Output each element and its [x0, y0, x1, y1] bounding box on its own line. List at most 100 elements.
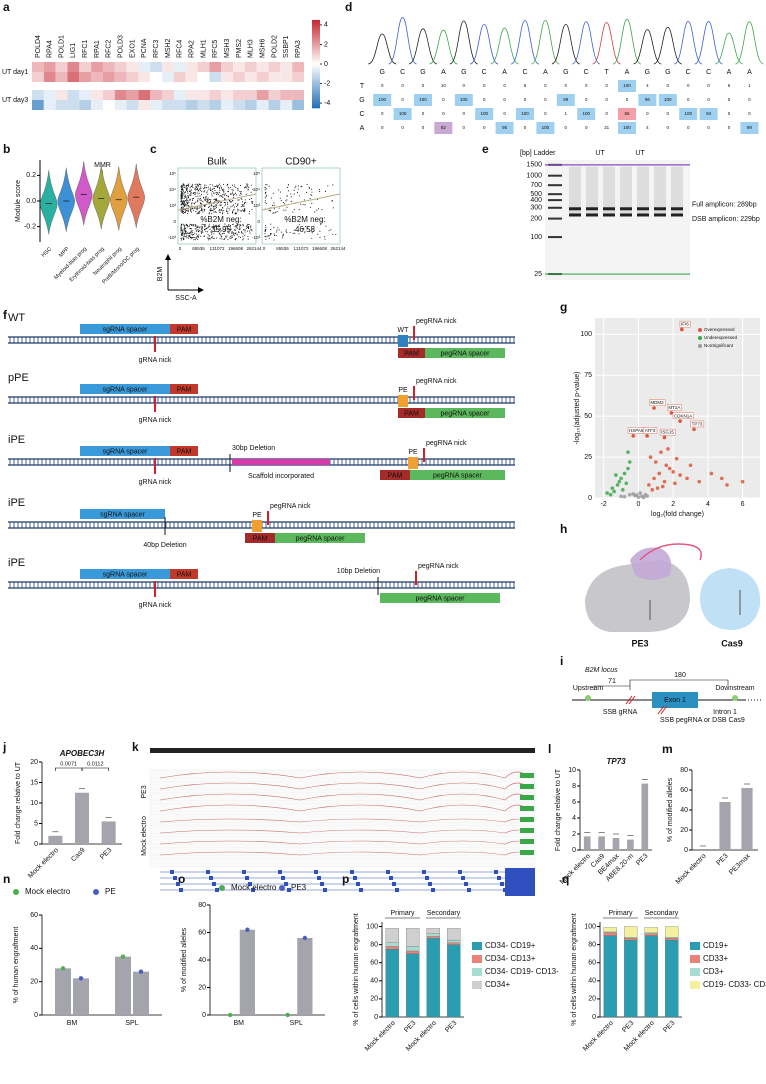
legend-marker [690, 955, 700, 963]
event-dot [181, 206, 183, 208]
event-dot [185, 223, 187, 225]
event-dot [199, 206, 201, 208]
event-dot [186, 237, 188, 239]
event-dot [198, 192, 200, 194]
y-tick-label: 0 [257, 219, 260, 224]
trace-peak [388, 17, 417, 65]
event-dot [265, 183, 267, 186]
event-dot [199, 198, 201, 200]
event-dot [182, 183, 184, 185]
peg-pam [380, 470, 410, 480]
gene-label: RFC4 [177, 40, 184, 58]
event-dot [237, 231, 240, 233]
colorbar-step [312, 50, 320, 54]
legend-label: PE3 [291, 883, 307, 892]
heat-cell [162, 90, 174, 100]
y-tick-label: 0 [592, 1014, 596, 1021]
event-dot [228, 188, 230, 190]
event-dot [295, 185, 297, 187]
event-dot [286, 199, 288, 201]
event-dot [314, 211, 316, 213]
event-dot [238, 236, 240, 238]
event-dot [268, 237, 270, 239]
bar-segment [406, 953, 420, 1018]
event-dot [248, 213, 250, 215]
bar-segment [406, 950, 420, 954]
point [673, 481, 677, 486]
event-dot [244, 235, 246, 237]
event-dot [293, 229, 295, 231]
gate-value: 46.58 [295, 225, 316, 234]
event-dot [187, 209, 189, 211]
event-dot [188, 235, 190, 237]
event-dot [311, 232, 313, 234]
event-dot [197, 195, 199, 197]
y-tick-label: 15 [30, 779, 38, 786]
event-dot [227, 203, 229, 205]
exon-block [395, 888, 399, 892]
point [612, 489, 616, 494]
point [631, 434, 636, 438]
event-dot [181, 185, 183, 187]
protein-label: Cas9 [721, 638, 743, 648]
event-dot [219, 190, 221, 192]
heat-cell [185, 72, 198, 82]
event-dot [230, 192, 232, 195]
sgrna-spacer [80, 509, 165, 519]
event-dot [280, 199, 282, 202]
exon-block [179, 888, 183, 892]
event-dot [181, 235, 183, 237]
gene-label: POLD2 [271, 35, 278, 58]
heat-cell [209, 62, 222, 72]
sgrna-spacer-label: sgRNA spacer [103, 571, 148, 578]
event-dot [215, 204, 217, 206]
heat-cell [79, 72, 92, 82]
colorbar-step [312, 61, 320, 65]
point [641, 495, 646, 500]
violin [40, 170, 58, 235]
event-dot [184, 233, 186, 235]
arrow-head [165, 254, 171, 260]
event-dot [184, 203, 186, 205]
protein-label: PE3 [631, 638, 648, 648]
point [678, 419, 682, 423]
gene-label: SSBP1 [283, 35, 290, 58]
cell-value: 0 [524, 125, 527, 130]
event-dot [239, 184, 242, 187]
chart-title: MMR [94, 162, 111, 169]
trace-peak [490, 27, 519, 65]
ladder-band [548, 236, 562, 239]
track [149, 791, 536, 802]
legend-marker [219, 885, 225, 891]
event-dot [181, 186, 183, 188]
event-dot [193, 203, 196, 205]
cell-value: 4 [646, 125, 649, 130]
event-dot [189, 231, 191, 234]
cell-highlight [434, 122, 453, 134]
exon-block [356, 882, 360, 886]
event-dot [250, 228, 252, 230]
heat-cell [102, 90, 115, 100]
point [626, 450, 630, 454]
pegrna-spacer [380, 593, 500, 603]
gene-label: CDKN1A [674, 413, 692, 418]
event-dot [215, 237, 218, 239]
cell-value: 0 [626, 97, 629, 102]
peg-pam-label: PAM [404, 350, 419, 357]
heat-cell [256, 62, 269, 72]
event-dot [187, 210, 189, 213]
colorbar-step [312, 44, 320, 47]
gene-label: RPA4 [47, 40, 54, 58]
point [634, 493, 639, 497]
event-dot [187, 200, 189, 202]
event-dot [212, 210, 214, 212]
legend-label: Mock electro [231, 883, 277, 892]
gene-label: PCNA [141, 38, 148, 58]
colorbar-step [312, 103, 320, 107]
event-dot [196, 225, 198, 227]
event-dot [197, 226, 199, 228]
ladder-label: 500 [530, 191, 542, 198]
event-dot [215, 227, 218, 229]
event-dot [205, 199, 207, 201]
event-dot [228, 196, 230, 198]
